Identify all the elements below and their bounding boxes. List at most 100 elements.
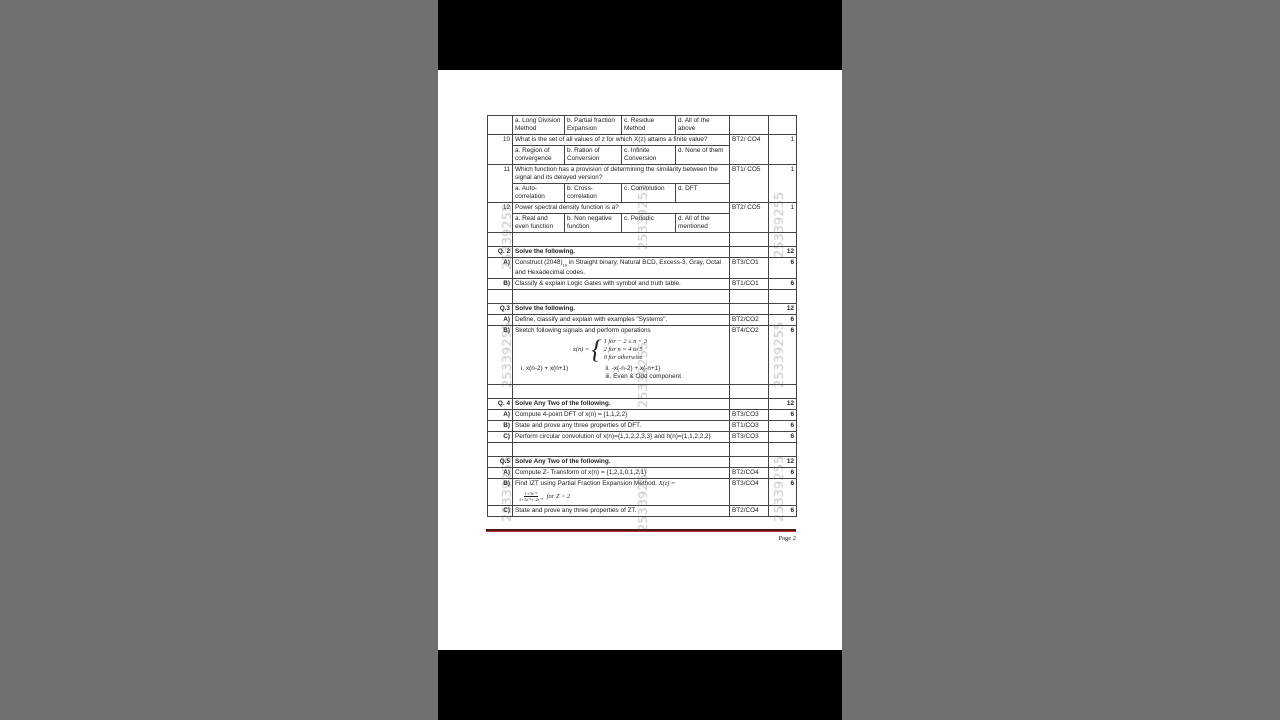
equation-lhs: x(n) =	[573, 346, 590, 354]
section-header-row: Q.3 Solve the following. 12	[487, 303, 797, 316]
empty-cell	[729, 289, 769, 305]
spacer-row	[487, 232, 797, 247]
sub-question-text: Define, classify and explain with exampl…	[512, 314, 730, 327]
bloom-level: BT3/CO3	[729, 431, 769, 444]
bloom-level: BT1/CO3	[729, 420, 769, 433]
sub-question-row: C) State and prove any three properties o…	[487, 505, 797, 518]
sub-question-text: Compute 4-point DFT of x(n) = {1,1,2,2}	[512, 409, 730, 422]
option-b: b. Ration of Conversion	[564, 145, 622, 165]
bloom-level	[729, 456, 769, 469]
option-d: d. DFT	[675, 183, 730, 203]
letterbox-bottom	[438, 650, 842, 720]
text: in Straight binary, Natural BCD, Excess-…	[515, 259, 721, 277]
footer-rule	[486, 529, 796, 533]
marks: 1	[768, 202, 797, 233]
marks	[768, 115, 797, 135]
sub-question-text: Compute Z- Transform of x(n) = {1,2,1,0,…	[512, 467, 730, 480]
marks: 6	[768, 505, 797, 518]
mcq-question-row: 11 Which function has a provision of dete…	[487, 164, 797, 203]
sub-question-label: A)	[487, 256, 513, 280]
empty-cell	[768, 384, 797, 400]
option-a: a. Region of convergence	[512, 145, 565, 165]
bloom-level: BT3/CO1	[729, 256, 769, 280]
empty-cell	[768, 232, 797, 247]
sub-question-row: B) Find IZT using Partial Fraction Expans…	[487, 478, 797, 507]
option-d: d. All of the mentioned	[675, 213, 730, 233]
sub-question-row: A) Define, classify and explain with exam…	[487, 314, 797, 327]
section-label: Q.5	[487, 456, 513, 469]
blurred-background-right	[842, 0, 1280, 720]
marks: 6	[768, 467, 797, 480]
option-b: b. Cross-correlation	[564, 183, 622, 203]
section-marks: 12	[768, 398, 797, 411]
bloom-level: BT1/CO1	[729, 278, 769, 291]
subscript: 10	[562, 262, 568, 268]
section-marks: 12	[768, 303, 797, 316]
bloom-level: BT2/CO2	[729, 314, 769, 327]
option-a: a. Auto-correlation	[512, 183, 565, 203]
sub-question-text: Perform circular convolution of x(n)={1,…	[512, 431, 730, 444]
sub-question-text: Classify & explain Logic Gates with symb…	[512, 278, 730, 291]
line: Find IZT using Partial Fraction Expansio…	[515, 480, 727, 488]
empty-cell	[512, 289, 730, 305]
sub-question-row: A) Compute 4-point DFT of x(n) = {1,1,2,2…	[487, 409, 797, 422]
bloom-level: BT4/CO2	[729, 325, 769, 386]
marks: 6	[768, 420, 797, 433]
marks: 6	[768, 278, 797, 291]
sub-question-text: State and prove any three properties of …	[512, 505, 730, 518]
case: 0 for otherwise	[603, 354, 643, 362]
operations-right: ii. -x(-n-2) + x(-n+1) iii. Even & Odd co…	[605, 365, 681, 381]
spacer-row	[487, 384, 797, 400]
bloom-level: BT2/ CO4	[729, 134, 769, 165]
option-b: b. Non negative function	[564, 213, 622, 233]
option-c: c. Convolution	[621, 183, 676, 203]
fraction-line: 1+3z⁻¹ 1+3z⁻¹+ 2z⁻² for Z > 2	[519, 491, 727, 502]
empty-cell	[729, 384, 769, 400]
operation: ii. -x(-n-2) + x(-n+1)	[605, 365, 661, 373]
bloom-level: BT2/CO4	[729, 467, 769, 480]
question-text: What is the set of all values of z for w…	[512, 134, 730, 146]
question-number: 10	[487, 134, 513, 165]
bloom-level	[729, 246, 769, 258]
sub-question-row: B) Classify & explain Logic Gates with sy…	[487, 278, 797, 291]
operation: i. x(n-2) + x(n+1)	[521, 365, 569, 373]
page-footer: Page 2	[486, 529, 796, 543]
bloom-level	[729, 303, 769, 316]
marks: 6	[768, 478, 797, 507]
bloom-level	[729, 398, 769, 411]
bloom-level: BT3/CO4	[729, 478, 769, 507]
marks: 6	[768, 314, 797, 327]
option-d: d. None of them	[675, 145, 730, 165]
question-text: Power spectral density function is a?	[512, 202, 730, 214]
marks: 6	[768, 325, 797, 386]
bloom-level: BT2/CO4	[729, 505, 769, 518]
sub-question-label: B)	[487, 278, 513, 291]
brace: {	[591, 335, 602, 365]
empty-cell	[768, 442, 797, 458]
sub-question-row: B) State and prove any three properties o…	[487, 420, 797, 433]
marks: 6	[768, 409, 797, 422]
case: 1 for − 2 ≤ n < 3	[603, 338, 648, 346]
empty-cell	[512, 442, 730, 458]
empty-cell	[729, 232, 769, 247]
empty-cell	[512, 232, 730, 247]
option-d: d. All of the above	[675, 115, 730, 135]
sub-question-text: Find IZT using Partial Fraction Expansio…	[512, 478, 730, 507]
section-title: Solve Any Two of the following.	[512, 456, 730, 469]
sub-question-row: B) Sketch following signals and perform o…	[487, 325, 797, 386]
question-table: a. Long Division Method b. Partial fracti…	[487, 115, 797, 518]
mcq-question-row: 12 Power spectral density function is a? B…	[487, 202, 797, 233]
question-number	[487, 115, 513, 135]
condition: for Z > 2	[546, 493, 571, 501]
sub-question-label: B)	[487, 325, 513, 386]
question-number: 11	[487, 164, 513, 203]
blurred-background-left	[0, 0, 438, 720]
section-header-row: Q.5 Solve Any Two of the following. 12	[487, 456, 797, 469]
section-title: Solve the following.	[512, 246, 730, 258]
empty-cell	[768, 289, 797, 305]
letterbox-top	[438, 0, 842, 70]
mcq-options-row: a. Long Division Method b. Partial fracti…	[487, 115, 797, 135]
question-text: Which function has a provision of determ…	[512, 164, 730, 184]
marks: 6	[768, 431, 797, 444]
